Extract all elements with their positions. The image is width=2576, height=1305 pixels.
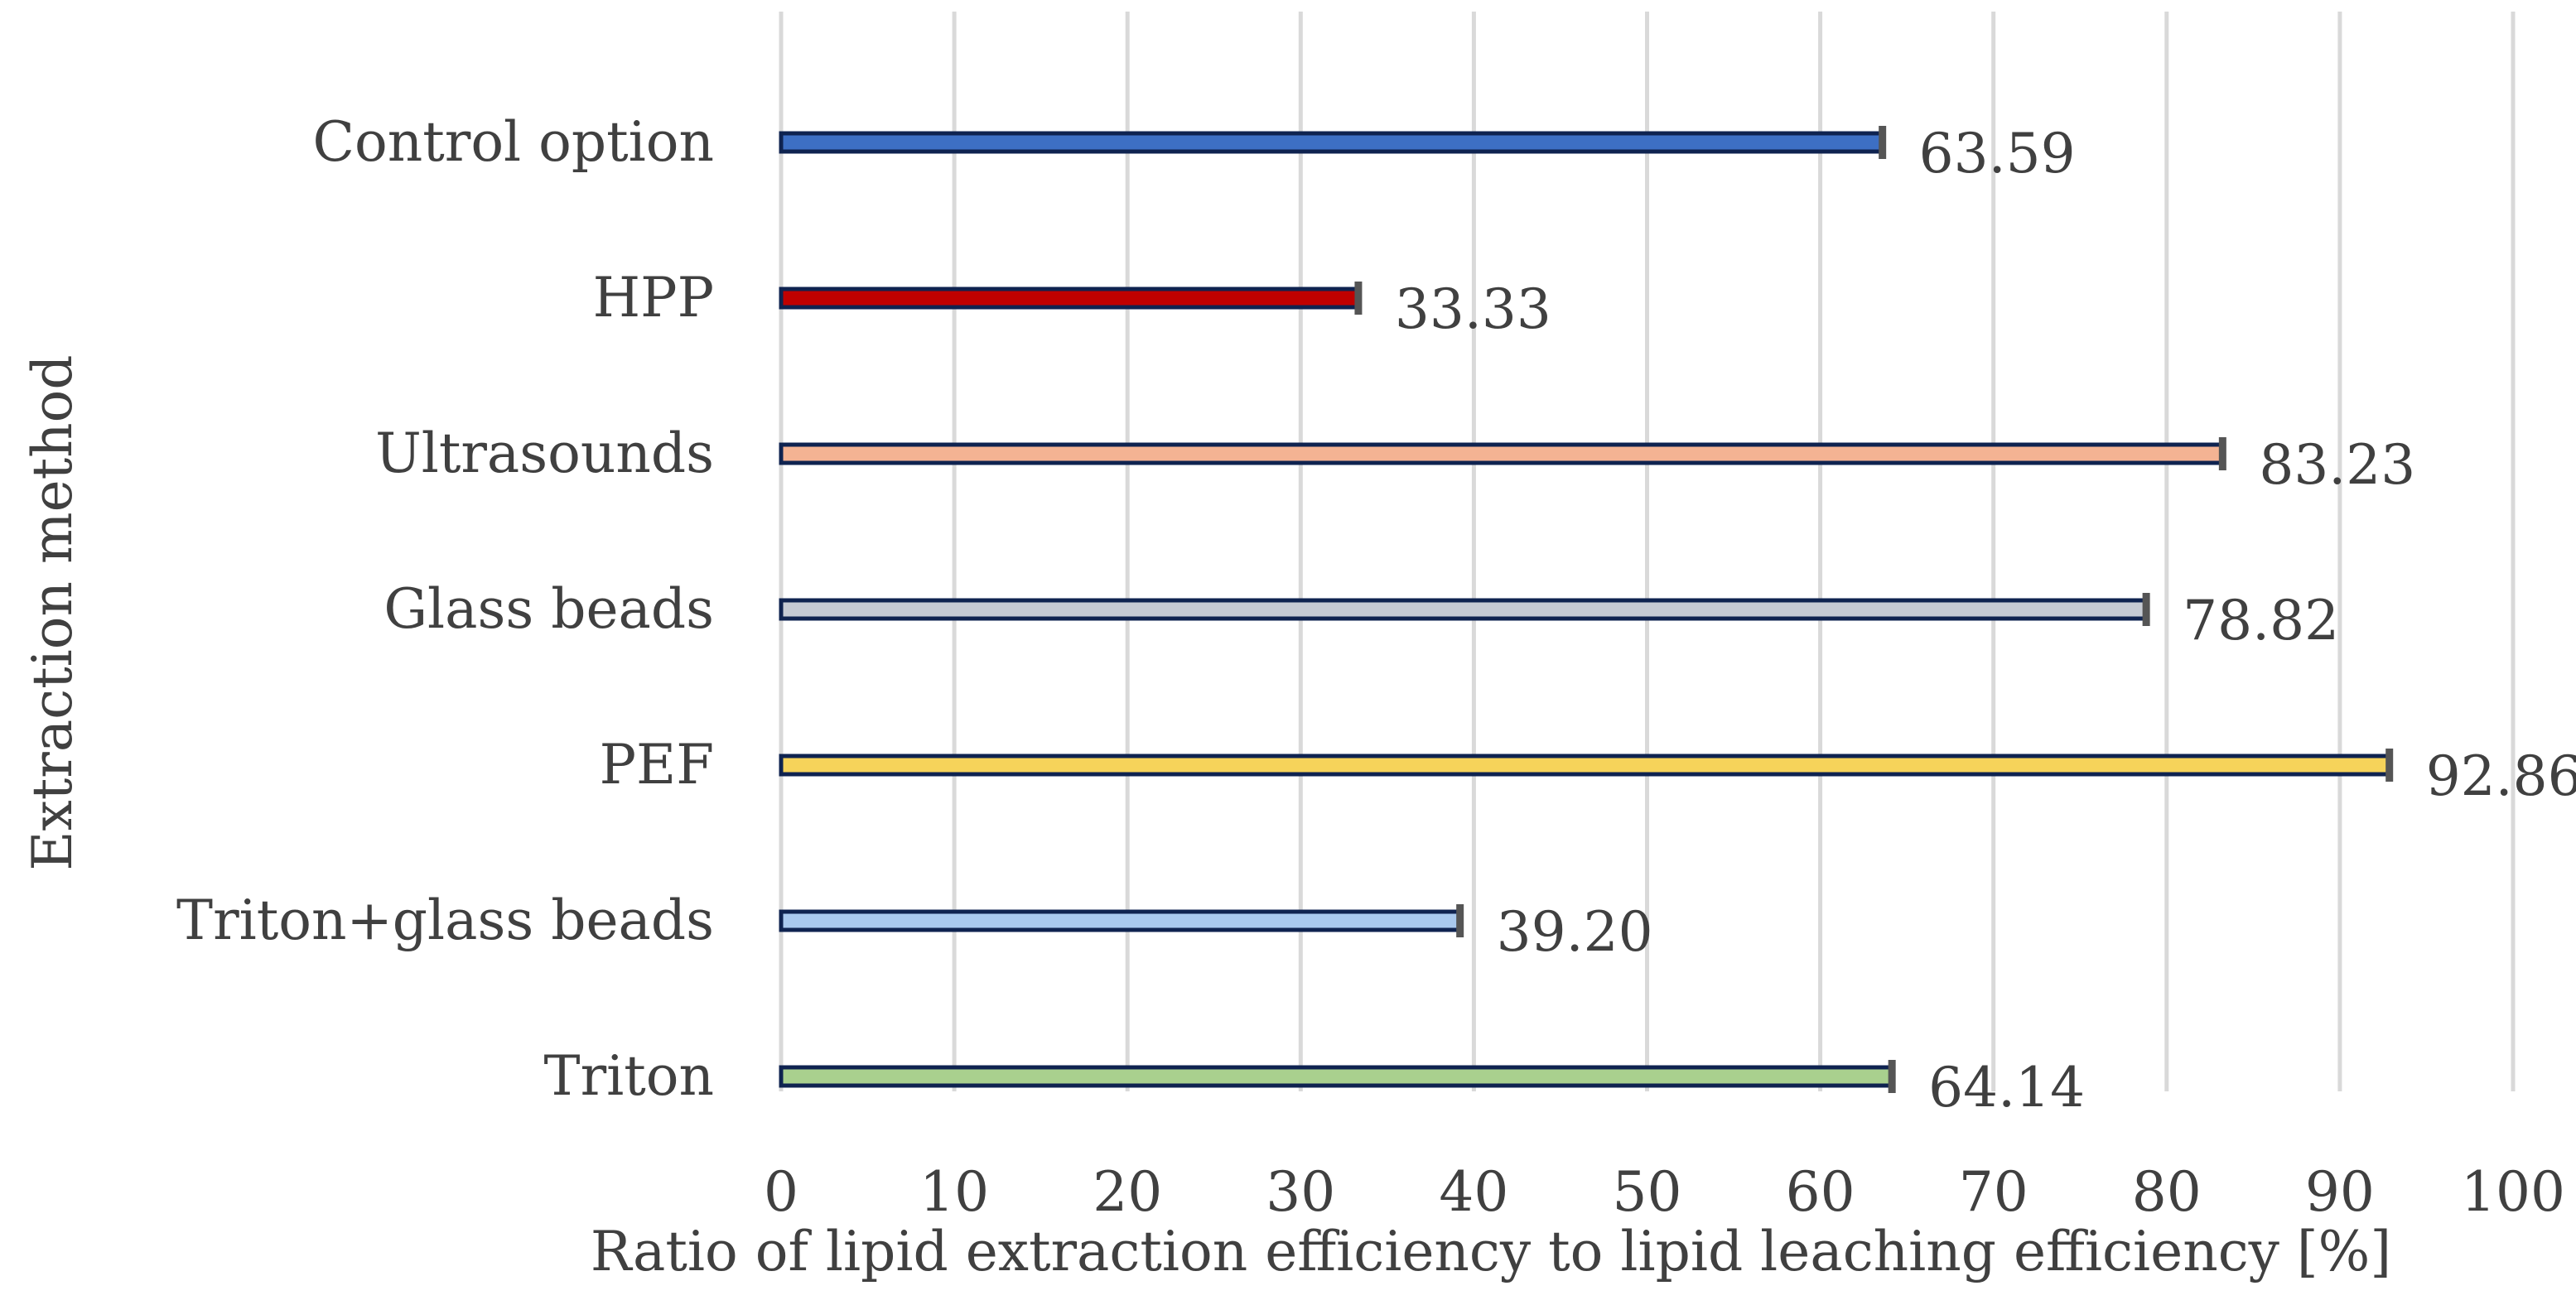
bars bbox=[779, 131, 2392, 1088]
bar-6 bbox=[779, 1065, 1894, 1088]
x-tick-label-90: 90 bbox=[2305, 1160, 2375, 1224]
data-label-3: 78.82 bbox=[2183, 589, 2339, 652]
x-axis-title: Ratio of lipid extraction efficiency to … bbox=[591, 1220, 2391, 1283]
x-tick-label-20: 20 bbox=[1093, 1160, 1162, 1224]
data-label-1: 33.33 bbox=[1395, 277, 1551, 341]
category-label-0: Control option bbox=[313, 110, 715, 174]
x-tick-label-0: 0 bbox=[764, 1160, 798, 1224]
x-tick-label-10: 10 bbox=[919, 1160, 989, 1224]
category-label-5: Triton+glass beads bbox=[176, 888, 714, 952]
x-tick-label-100: 100 bbox=[2461, 1160, 2565, 1224]
data-labels: 63.59 33.33 83.23 78.82 92.86 39.20 64.14 bbox=[1395, 122, 2576, 1120]
category-label-6: Triton bbox=[544, 1044, 714, 1108]
category-label-2: Ultrasounds bbox=[375, 421, 714, 485]
bar-1 bbox=[779, 287, 1361, 310]
gridlines bbox=[779, 12, 2516, 1091]
error-bars bbox=[1354, 126, 2394, 1093]
bar-3 bbox=[779, 598, 2149, 621]
x-tick-label-40: 40 bbox=[1439, 1160, 1508, 1224]
x-tick-label-80: 80 bbox=[2132, 1160, 2202, 1224]
category-label-1: HPP bbox=[593, 266, 714, 330]
bar-4 bbox=[779, 754, 2392, 777]
x-tick-labels: 0 10 20 30 40 50 60 70 80 90 100 bbox=[764, 1160, 2565, 1224]
category-label-4: PEF bbox=[600, 733, 714, 797]
bar-2 bbox=[779, 442, 2225, 465]
data-label-6: 64.14 bbox=[1928, 1056, 2085, 1120]
x-tick-label-60: 60 bbox=[1786, 1160, 1855, 1224]
category-labels: Control option HPP Ultrasounds Glass beads P… bbox=[176, 110, 714, 1108]
x-tick-label-30: 30 bbox=[1266, 1160, 1335, 1224]
data-label-0: 63.59 bbox=[1919, 122, 2076, 185]
x-tick-label-70: 70 bbox=[1959, 1160, 2028, 1224]
x-tick-label-50: 50 bbox=[1613, 1160, 1682, 1224]
data-label-5: 39.20 bbox=[1497, 900, 1653, 964]
bar-5 bbox=[779, 909, 1463, 932]
category-label-3: Glass beads bbox=[384, 577, 714, 641]
bar-0 bbox=[779, 131, 1885, 154]
data-label-4: 92.86 bbox=[2426, 744, 2576, 808]
data-label-2: 83.23 bbox=[2259, 433, 2415, 497]
y-axis-title: Extraction method bbox=[21, 354, 84, 870]
